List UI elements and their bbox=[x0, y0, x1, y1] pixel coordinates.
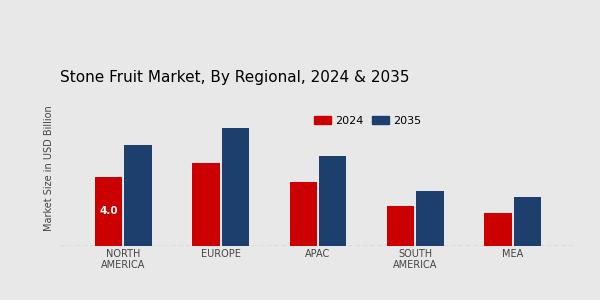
Bar bbox=[484, 213, 512, 246]
Text: Stone Fruit Market, By Regional, 2024 & 2035: Stone Fruit Market, By Regional, 2024 & … bbox=[60, 70, 409, 85]
Bar bbox=[95, 177, 122, 246]
Bar bbox=[193, 163, 220, 246]
Y-axis label: Market Size in USD Billion: Market Size in USD Billion bbox=[44, 105, 55, 231]
Bar bbox=[221, 128, 249, 246]
Bar bbox=[514, 197, 541, 246]
Bar bbox=[124, 146, 152, 246]
Bar bbox=[290, 182, 317, 246]
Bar bbox=[416, 190, 443, 246]
Text: 4.0: 4.0 bbox=[100, 206, 118, 216]
Bar bbox=[387, 206, 415, 246]
Bar bbox=[319, 156, 346, 246]
Legend: 2024, 2035: 2024, 2035 bbox=[310, 111, 426, 130]
